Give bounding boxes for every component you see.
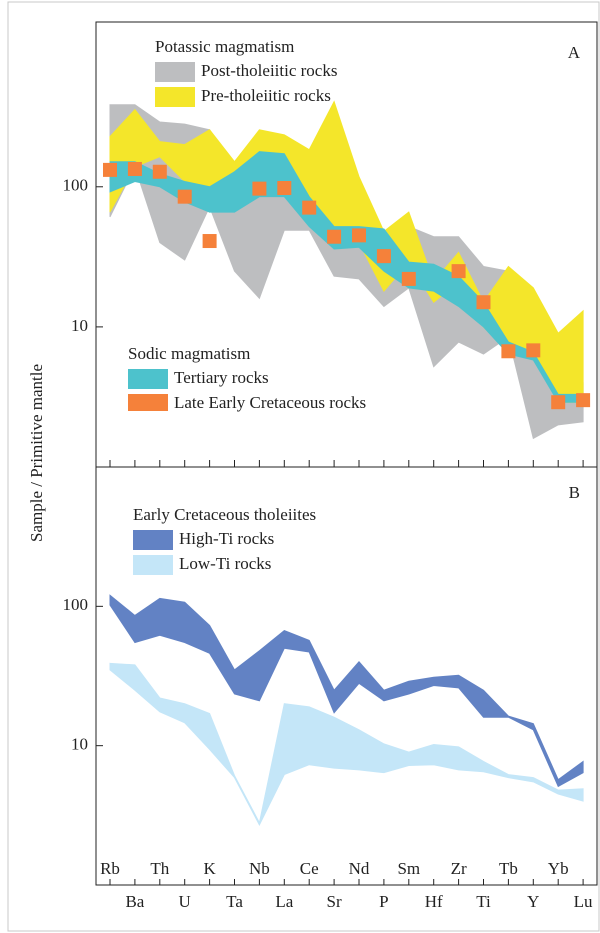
x-tick-label: Lu	[574, 892, 593, 911]
x-tick-label: Hf	[425, 892, 443, 911]
data-point	[551, 395, 566, 410]
data-point	[277, 181, 292, 196]
legend-label: Late Early Cretaceous rocks	[174, 393, 366, 412]
x-tick-label: Rb	[100, 859, 120, 878]
data-point	[103, 162, 117, 177]
x-tick-label: Yb	[548, 859, 569, 878]
x-tick-label: Ta	[226, 892, 243, 911]
x-tick-label: La	[275, 892, 293, 911]
legend-swatch	[133, 555, 173, 575]
legend-label: Post-tholeiitic rocks	[201, 61, 337, 80]
data-point	[576, 393, 591, 408]
x-tick-label: K	[203, 859, 216, 878]
data-point	[152, 164, 167, 179]
x-tick-label: Th	[150, 859, 169, 878]
y-axis-label: Sample / Primitive mantle	[27, 364, 46, 542]
y-tick-label: 100	[63, 176, 89, 195]
legend-title: Potassic magmatism	[155, 37, 294, 56]
range-band	[109, 662, 584, 826]
x-tick-label: Nd	[349, 859, 370, 878]
data-point	[401, 271, 416, 286]
x-tick-label: Ce	[300, 859, 319, 878]
legend-title: Early Cretaceous tholeiites	[133, 505, 316, 524]
legend-label: Low-Ti rocks	[179, 554, 271, 573]
x-tick-label: Sr	[327, 892, 342, 911]
plot-frame	[95, 466, 598, 886]
data-point	[352, 228, 366, 243]
y-tick-label: 100	[63, 595, 89, 614]
data-point	[526, 343, 541, 358]
data-point	[376, 249, 391, 264]
data-point	[476, 295, 491, 310]
range-band	[109, 594, 584, 788]
x-tick-label: P	[379, 892, 388, 911]
legend-label: Tertiary rocks	[174, 368, 269, 387]
data-point	[501, 344, 516, 359]
data-point	[202, 234, 217, 249]
data-point	[327, 229, 342, 244]
x-tick-label: Ba	[125, 892, 144, 911]
data-point	[127, 161, 142, 176]
y-tick-label: 10	[71, 735, 88, 754]
x-tick-label: Zr	[451, 859, 467, 878]
legend-label: Pre-tholeiitic rocks	[201, 86, 331, 105]
x-tick-label: Nb	[249, 859, 270, 878]
y-tick-label: 10	[71, 316, 88, 335]
panel-label: A	[568, 43, 581, 62]
legend-swatch	[155, 87, 195, 107]
data-point	[177, 189, 192, 204]
legend-label: High-Ti rocks	[179, 529, 274, 548]
panel-label: B	[569, 483, 580, 502]
legend-swatch	[133, 530, 173, 550]
data-point	[252, 181, 267, 196]
legend-swatch	[128, 369, 168, 389]
data-point	[451, 264, 466, 279]
legend-title: Sodic magmatism	[128, 344, 250, 363]
legend-swatch	[155, 62, 195, 82]
x-tick-label: Tb	[499, 859, 518, 878]
x-tick-label: U	[179, 892, 191, 911]
x-tick-label: Sm	[397, 859, 420, 878]
legend-swatch	[128, 394, 168, 411]
x-tick-label: Y	[527, 892, 539, 911]
data-point	[302, 200, 317, 215]
x-tick-label: Ti	[476, 892, 491, 911]
frame	[7, 1, 600, 932]
